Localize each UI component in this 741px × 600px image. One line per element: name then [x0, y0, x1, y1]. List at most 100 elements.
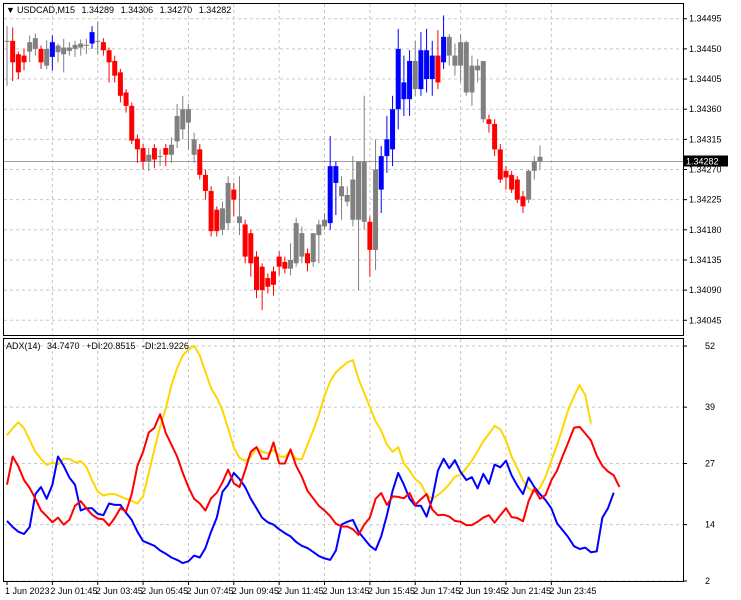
price-tick-label: 1.34495 — [689, 14, 722, 24]
candle-body — [520, 196, 526, 207]
candle — [157, 149, 163, 167]
time-tick-label: 2 Jun 17:45 — [413, 586, 460, 596]
candle — [202, 169, 208, 200]
candle-body — [236, 216, 242, 224]
indicator-axis: 52 39 27 14 2 — [683, 341, 715, 586]
indicator-tick-label: 39 — [705, 402, 715, 412]
candle-body — [174, 115, 180, 142]
candle-body — [66, 47, 72, 51]
candle — [497, 144, 503, 183]
candle — [163, 144, 169, 167]
candle-body — [38, 48, 44, 63]
candle — [299, 226, 305, 264]
price-tick-label: 1.34360 — [689, 104, 722, 114]
candle — [100, 38, 106, 56]
price-header-low: 1.34270 — [160, 5, 193, 15]
candle — [310, 233, 316, 267]
candle-body — [492, 123, 498, 150]
candle-body — [191, 139, 197, 155]
candle-body — [395, 48, 401, 110]
candle — [191, 132, 197, 163]
candle — [78, 39, 84, 56]
candle-body — [469, 65, 475, 93]
price-header-arrow[interactable]: ▼ — [6, 5, 15, 15]
candle-body — [89, 32, 95, 44]
candle-body — [452, 55, 458, 66]
candle — [49, 35, 55, 71]
candle-body — [72, 44, 78, 49]
time-tick-label: 2 Jun 01:45 — [50, 586, 97, 596]
candle — [270, 266, 276, 296]
candle — [356, 161, 362, 291]
candle-body — [339, 186, 345, 197]
indicator-lines — [6, 345, 621, 565]
candle-body — [185, 109, 191, 123]
candle-body — [157, 156, 163, 158]
candle — [112, 55, 118, 83]
candle-body — [276, 256, 282, 267]
current-price-tag: 1.34282 — [684, 155, 728, 167]
candle-body — [146, 154, 152, 162]
candle — [106, 47, 112, 83]
candle-body — [390, 109, 396, 150]
candle — [27, 35, 33, 63]
time-tick-label: 1 Jun 2023 — [5, 586, 50, 596]
candle-body — [55, 45, 61, 53]
candle — [514, 176, 520, 204]
candle — [95, 21, 101, 55]
candle — [15, 51, 21, 80]
candle — [89, 26, 95, 49]
candle-body — [288, 259, 293, 269]
candle-body — [401, 82, 407, 100]
candle-body — [475, 65, 481, 71]
candle-body — [384, 139, 390, 157]
indicator-pane-frame[interactable] — [3, 338, 684, 582]
candle — [350, 156, 356, 227]
candle — [344, 186, 350, 207]
price-header-symbol: USDCAD,M15 — [17, 5, 75, 15]
candle — [333, 161, 339, 216]
candle — [401, 55, 407, 116]
candle-body — [305, 253, 311, 264]
candle — [32, 33, 38, 56]
candle-body — [259, 266, 265, 291]
time-tick-label: 2 Jun 05:45 — [141, 586, 188, 596]
candle-body — [10, 40, 16, 63]
candle — [174, 103, 180, 149]
candle — [185, 103, 191, 150]
candle-body — [514, 179, 520, 200]
adx-line — [6, 345, 592, 505]
candle-body — [327, 166, 333, 224]
price-tick-label: 1.34045 — [689, 315, 722, 325]
candle-body — [344, 194, 350, 202]
candle — [384, 115, 390, 173]
candle-body — [350, 179, 356, 220]
candle — [288, 243, 293, 276]
candle — [463, 40, 469, 96]
candle — [503, 166, 509, 190]
candle — [21, 48, 27, 71]
candle — [72, 40, 78, 57]
candle-body — [21, 55, 27, 63]
candle-body — [509, 174, 515, 190]
candle — [327, 135, 333, 230]
candle-body — [378, 156, 384, 190]
time-tick-label: 2 Jun 07:45 — [186, 586, 233, 596]
candle-body — [253, 256, 259, 291]
candle — [339, 176, 345, 220]
candle — [407, 50, 413, 116]
candle-body — [265, 278, 271, 287]
price-tick-label: 1.34270 — [689, 165, 722, 175]
candle — [520, 190, 526, 214]
price-tick-label: 1.34450 — [689, 44, 722, 54]
candle-body — [497, 149, 503, 180]
time-tick-label: 2 Jun 19:45 — [459, 586, 506, 596]
candle-body — [49, 42, 55, 57]
candle — [4, 26, 10, 86]
candle-body — [407, 60, 413, 100]
candle-body — [316, 224, 322, 236]
candle — [117, 68, 123, 103]
candle — [248, 229, 254, 277]
